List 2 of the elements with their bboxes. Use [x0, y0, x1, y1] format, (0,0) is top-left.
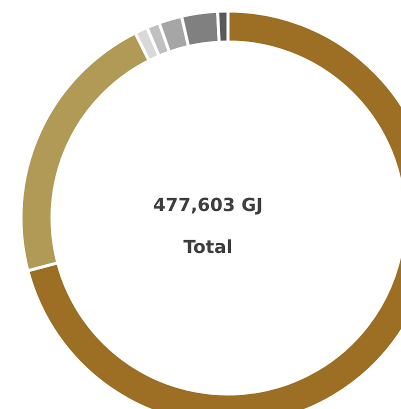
- text: Total: [183, 237, 233, 258]
- text: 477,603 GJ: [153, 195, 263, 216]
